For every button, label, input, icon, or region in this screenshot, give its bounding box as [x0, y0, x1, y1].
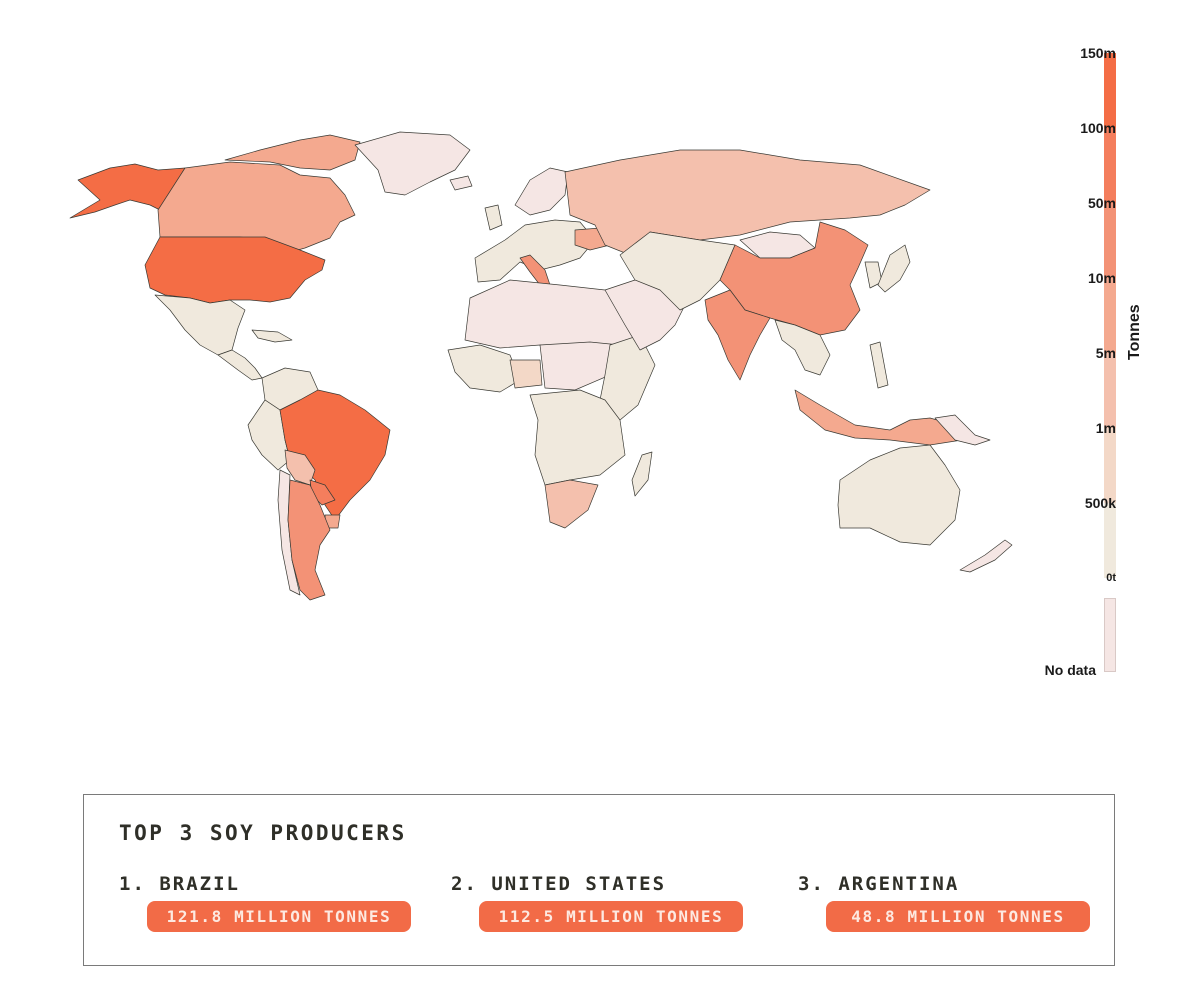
region-india — [704, 289, 771, 381]
legend-tick-0t: 0t — [1106, 572, 1116, 584]
region-scandinavia — [514, 167, 569, 216]
legend-tick-10m: 10m — [1087, 270, 1116, 286]
legend-band-5 — [1104, 128, 1116, 203]
legend: 150m 100m 50m 10m 5m 1m 500k 0t Tonnes N… — [1030, 40, 1200, 690]
region-greenland — [354, 131, 471, 196]
region-western-europe — [474, 219, 596, 283]
legend-axis-title: Tonnes — [1126, 304, 1143, 360]
legend-tick-500k: 500k — [1084, 495, 1116, 511]
region-alaska — [69, 163, 186, 219]
region-papua — [934, 414, 991, 446]
region-australia — [837, 444, 961, 546]
region-central-asia — [619, 231, 736, 311]
producer-name: 3. ARGENTINA — [798, 873, 960, 895]
region-new-zealand — [959, 539, 1013, 573]
legend-band-2 — [1104, 353, 1116, 428]
region-nigeria — [509, 359, 543, 389]
legend-tick-1m: 1m — [1095, 420, 1116, 436]
top-producers-panel: TOP 3 SOY PRODUCERS 1. BRAZIL 121.8 MILL… — [83, 794, 1115, 966]
legend-no-data-swatch — [1104, 598, 1116, 672]
legend-band-3 — [1104, 278, 1116, 353]
producer-amount-badge: 121.8 MILLION TONNES — [147, 901, 411, 932]
legend-band-1 — [1104, 428, 1116, 503]
region-caribbean — [251, 329, 293, 343]
region-southeast-asia — [774, 319, 831, 376]
region-southern-africa — [529, 389, 626, 486]
legend-tick-5m: 5m — [1095, 345, 1116, 361]
legend-tick-50m: 50m — [1087, 195, 1116, 211]
region-mexico — [154, 294, 246, 356]
region-russia — [564, 149, 931, 256]
region-britain — [484, 204, 503, 231]
region-madagascar — [631, 451, 653, 497]
producer-name: 1. BRAZIL — [119, 873, 240, 895]
producer-amount-badge: 112.5 MILLION TONNES — [479, 901, 743, 932]
legend-band-0 — [1104, 503, 1116, 578]
world-map — [69, 131, 1013, 601]
region-usa — [144, 236, 326, 304]
legend-tick-150m: 150m — [1080, 45, 1116, 61]
legend-band-6 — [1104, 53, 1116, 128]
region-south-africa — [544, 479, 599, 529]
region-japan — [877, 244, 911, 293]
legend-tick-100m: 100m — [1080, 120, 1116, 136]
producer-item: 2. UNITED STATES 112.5 MILLION TONNES — [451, 873, 743, 932]
producer-amount-badge: 48.8 MILLION TONNES — [826, 901, 1090, 932]
region-iceland — [449, 175, 473, 191]
panel-title: TOP 3 SOY PRODUCERS — [119, 821, 407, 845]
region-philippines — [869, 341, 889, 389]
region-argentina — [287, 479, 331, 601]
region-central-america — [217, 349, 263, 381]
producer-item: 3. ARGENTINA 48.8 MILLION TONNES — [798, 873, 1090, 932]
producer-name: 2. UNITED STATES — [451, 873, 667, 895]
region-west-africa — [447, 344, 521, 393]
legend-band-4 — [1104, 203, 1116, 278]
producer-item: 1. BRAZIL 121.8 MILLION TONNES — [119, 873, 411, 932]
legend-no-data-label: No data — [1044, 662, 1096, 678]
region-canada-arctic — [224, 134, 361, 171]
